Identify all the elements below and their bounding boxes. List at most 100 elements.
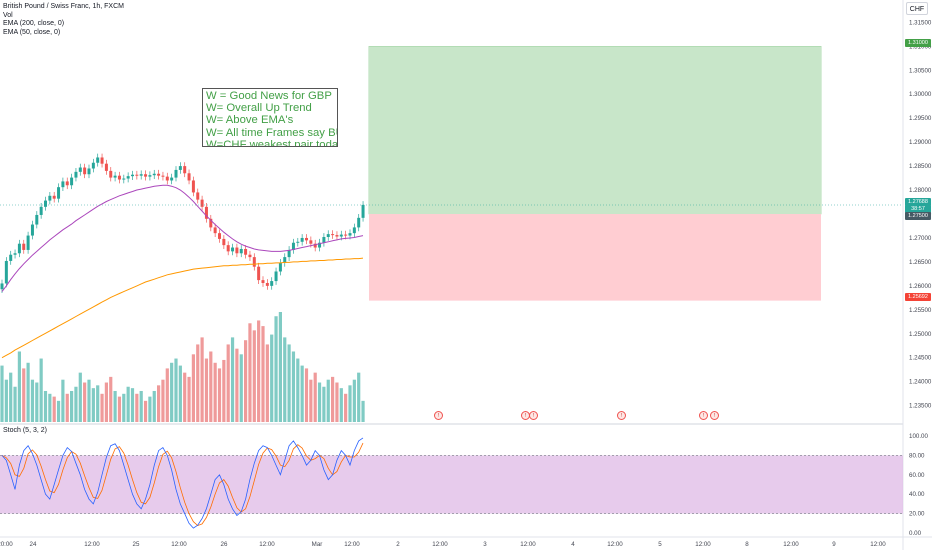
- candle-body: [135, 174, 139, 176]
- price-tick-label: 1.24500: [909, 355, 932, 362]
- vol-label[interactable]: Vol: [3, 11, 13, 19]
- candle-body: [265, 282, 269, 286]
- note-line: W = Good News for GBP: [206, 90, 332, 102]
- candles: [0, 153, 365, 294]
- ema50-label[interactable]: EMA (50, close, 0): [3, 28, 61, 36]
- candle-body: [274, 271, 278, 282]
- time-axis[interactable]: 20:00 24 12:00 25 12:00 26 12:00 Mar 12:00 2 12:00…: [0, 541, 886, 548]
- volume-bar: [304, 368, 309, 422]
- price-tick-label: 1.27000: [909, 235, 932, 242]
- price-tick-label: 1.29000: [909, 139, 932, 146]
- candle-body: [239, 248, 243, 254]
- candle-body: [131, 174, 134, 177]
- volume-bar: [178, 365, 182, 422]
- candle-body: [218, 233, 221, 239]
- volume-bar: [361, 400, 365, 422]
- volume-bar: [287, 344, 291, 422]
- candle-body: [70, 177, 74, 186]
- price-tick-label: 1.26500: [909, 259, 932, 266]
- stoch-pane: [0, 437, 903, 529]
- time-tick-label: 12:00: [695, 541, 711, 548]
- volume-bar: [339, 388, 343, 422]
- volume-bar: [17, 351, 21, 422]
- volume-bar: [56, 400, 61, 422]
- candle-body: [278, 262, 282, 272]
- volume-bar: [222, 359, 226, 422]
- candle-body: [183, 166, 187, 174]
- economic-event-icon[interactable]: !: [699, 411, 708, 420]
- volume-bar: [270, 334, 274, 422]
- candle-body: [100, 157, 104, 164]
- time-tick-label: 12:00: [84, 541, 100, 548]
- volume-bar: [4, 379, 8, 422]
- economic-event-icon[interactable]: !: [434, 411, 443, 420]
- candle-body: [78, 167, 82, 172]
- volume-bar: [91, 388, 95, 422]
- profit-zone[interactable]: [369, 46, 821, 215]
- stoch-tick-label: 20.00: [909, 511, 925, 518]
- economic-event-icon[interactable]: !: [710, 411, 719, 420]
- volume-bar: [283, 337, 287, 422]
- candle-body: [352, 227, 356, 234]
- chart-legend: British Pound / Swiss Franc, 1h, FXCM Vo…: [3, 3, 124, 37]
- candle-body: [117, 175, 121, 180]
- loss-zone[interactable]: [369, 214, 821, 301]
- candle-body: [235, 247, 239, 254]
- candle-body: [48, 195, 52, 201]
- candle-body: [87, 168, 91, 175]
- candle-body: [309, 240, 313, 244]
- price-tick-label: 1.30000: [909, 91, 932, 98]
- volume-bar: [296, 358, 300, 422]
- note-line: W= Overall Up Trend: [206, 102, 312, 115]
- stoch-axis[interactable]: 100.00 80.00 60.00 40.00 20.00 0.00: [909, 433, 928, 537]
- candle-body: [257, 266, 261, 281]
- trade-note[interactable]: W = Good News for GBP W= Overall Up Tren…: [202, 88, 338, 147]
- candle-body: [344, 234, 348, 236]
- ema200-label[interactable]: EMA (200, close, 0): [3, 20, 65, 27]
- candle-body: [144, 174, 148, 177]
- candle-body: [44, 200, 47, 207]
- candle-body: [213, 227, 217, 234]
- time-tick-label: 12:00: [520, 541, 536, 548]
- candle-body: [261, 280, 265, 283]
- volume-bars: [0, 312, 365, 422]
- volume-bar: [70, 390, 74, 422]
- time-tick-label: 25: [133, 541, 140, 548]
- candle-body: [161, 175, 165, 177]
- candle-body: [226, 245, 230, 252]
- currency-badge[interactable]: CHF: [906, 2, 928, 15]
- volume-bar: [278, 312, 282, 422]
- candle-body: [200, 199, 204, 207]
- volume-bar: [209, 351, 213, 422]
- candle-body: [357, 217, 361, 228]
- candle-body: [22, 243, 26, 250]
- time-tick-label: 24: [30, 541, 37, 548]
- economic-event-icon[interactable]: !: [529, 411, 538, 420]
- economic-event-icon[interactable]: !: [617, 411, 626, 420]
- candle-body: [83, 167, 87, 175]
- volume-bar: [322, 386, 326, 422]
- volume-bar: [83, 382, 87, 422]
- stoch-d-line: [1, 442, 364, 527]
- volume-bar: [139, 390, 143, 422]
- note-line: W=CHF weakest pair today: [206, 138, 338, 147]
- volume-bar: [61, 379, 65, 422]
- candle-body: [157, 173, 161, 176]
- candle-body: [335, 235, 339, 237]
- candle-body: [287, 249, 291, 258]
- symbol-title[interactable]: British Pound / Swiss Franc, 1h, FXCM: [3, 3, 124, 10]
- candle-body: [318, 242, 322, 248]
- volume-bar: [274, 316, 278, 422]
- candle-body: [196, 192, 200, 200]
- volume-bar: [104, 382, 108, 422]
- stoch-legend[interactable]: Stoch (5, 3, 2): [3, 427, 47, 434]
- time-tick-label: 12:00: [783, 541, 799, 548]
- volume-bar: [9, 372, 13, 422]
- volume-bar: [248, 323, 252, 422]
- candle-body: [13, 253, 17, 255]
- candle-body: [178, 166, 182, 170]
- time-tick-label: 20:00: [0, 541, 13, 548]
- candle-body: [270, 281, 274, 286]
- candle-body: [300, 237, 304, 242]
